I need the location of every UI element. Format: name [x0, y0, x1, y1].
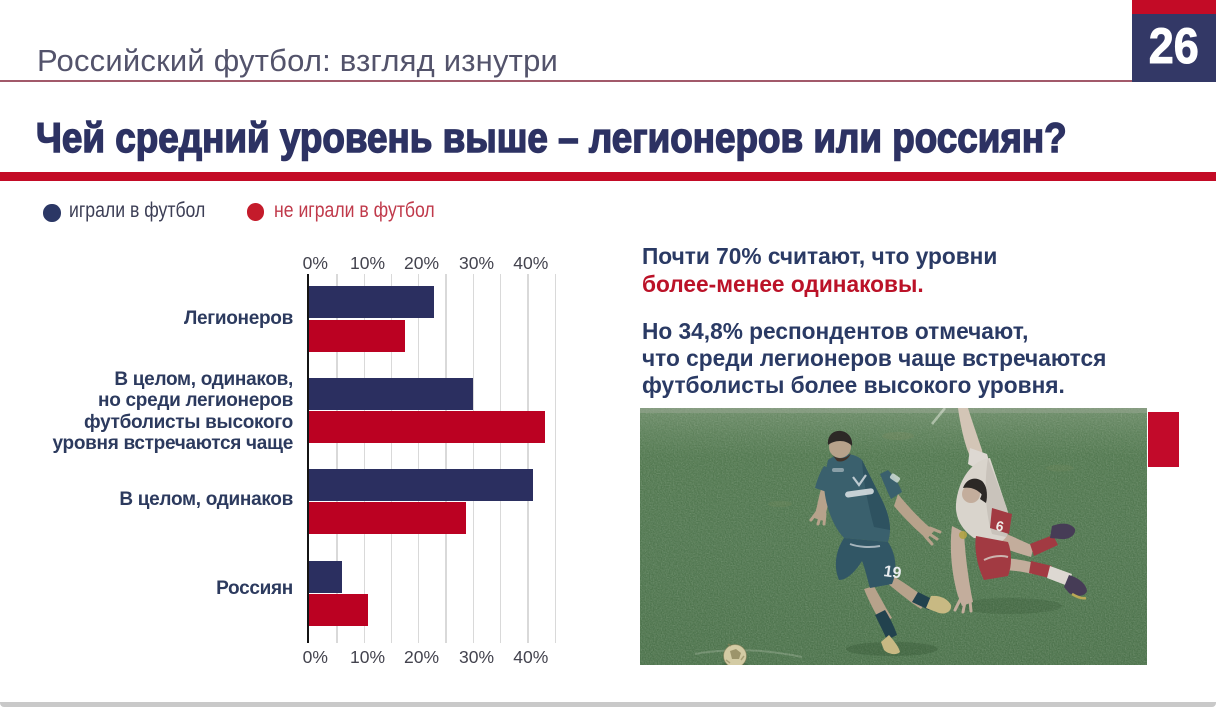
- svg-text:6: 6: [994, 517, 1005, 534]
- svg-text:19: 19: [882, 563, 902, 582]
